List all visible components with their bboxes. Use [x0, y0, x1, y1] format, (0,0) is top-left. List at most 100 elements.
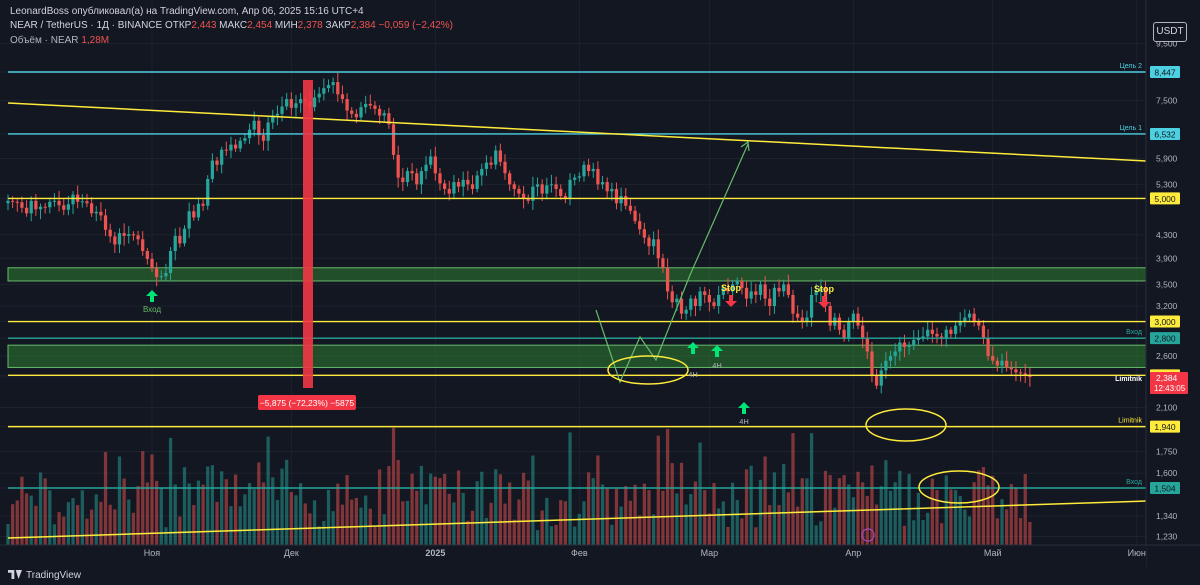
- candle-body-188: [879, 370, 883, 386]
- candle-body-96: [452, 182, 456, 194]
- h4-label-1: 4H: [688, 370, 698, 379]
- time-tick-3[interactable]: Фев: [571, 548, 588, 558]
- time-tick-5[interactable]: Апр: [845, 548, 861, 558]
- candle-body-163: [763, 284, 767, 299]
- candles: [6, 72, 1032, 394]
- support-zone-0: [7, 267, 1147, 282]
- time-tick-0[interactable]: Ноя: [144, 548, 161, 558]
- drawdown-bar[interactable]: [303, 80, 313, 388]
- candle-body-11: [57, 200, 61, 206]
- candle-body-187: [874, 375, 879, 386]
- candle-body-108: [508, 173, 512, 185]
- time-axis[interactable]: Ноя Дек 2025 Фев Мар Апр Май Июн: [0, 544, 1200, 567]
- support-zone-1: [7, 344, 1147, 368]
- drawings[interactable]: [7, 80, 1147, 539]
- volume-bar-24: [117, 456, 122, 545]
- candle-body-111: [521, 193, 526, 199]
- currency-button[interactable]: USDT: [1153, 22, 1187, 42]
- candle-body-89: [419, 171, 424, 185]
- volume-label[interactable]: Объём · NEAR: [10, 35, 79, 46]
- level-note-7: Вход: [1126, 479, 1142, 486]
- last-price-label: 2,384: [1156, 373, 1178, 383]
- volume-bar-83: [391, 427, 396, 545]
- price-tick-13: 2,600: [1156, 351, 1178, 361]
- candle-body-151: [707, 294, 712, 303]
- volume-bar-125: [586, 472, 591, 545]
- ohlc-open-key: ОТКР: [164, 20, 192, 31]
- volume-bar-165: [772, 472, 777, 545]
- candle-body-41: [196, 203, 201, 218]
- candle-body-97: [456, 182, 461, 187]
- candle-body-214: [1000, 360, 1004, 366]
- candle-body-42: [201, 203, 205, 206]
- candle-body-190: [888, 356, 893, 361]
- volume-bar-191: [893, 482, 897, 545]
- candle-body-0: [6, 200, 10, 204]
- volume-bar-143: [670, 463, 674, 545]
- candle-body-20: [99, 211, 103, 216]
- candle-body-38: [182, 228, 187, 244]
- candle-body-45: [215, 160, 219, 165]
- volume-bar-198: [926, 512, 930, 545]
- volume-bar-66: [312, 500, 317, 545]
- volume-bar-211: [986, 485, 990, 545]
- candle-body-53: [252, 120, 256, 130]
- volume-bar-109: [512, 519, 516, 545]
- candle-body-63: [299, 99, 303, 104]
- candle-body-142: [665, 267, 670, 292]
- price-axis[interactable]: 9,500 8,447 7,500 6,532 5,900 5,300 5,000 4,300…: [1145, 0, 1200, 567]
- candle-body-146: [684, 309, 688, 314]
- candle-body-133: [624, 196, 628, 206]
- horizontal-levels[interactable]: [8, 71, 1146, 489]
- candle-body-158: [740, 280, 744, 288]
- volume-bar-194: [907, 473, 911, 545]
- symbol-text[interactable]: NEAR / TetherUS · 1Д · BINANCE: [10, 20, 163, 31]
- uptrend-line[interactable]: [7, 500, 1147, 539]
- candle-body-198: [926, 329, 930, 337]
- target-ellipse-1[interactable]: [607, 355, 689, 385]
- target-ellipse-2[interactable]: [865, 408, 947, 442]
- candle-body-62: [294, 103, 298, 108]
- price-tick-22: 1,230: [1156, 531, 1178, 541]
- volume-bar-141: [661, 490, 665, 545]
- volume-bar-57: [271, 477, 275, 545]
- time-tick-4[interactable]: Мар: [701, 548, 719, 558]
- volume-bar-170: [796, 506, 800, 545]
- projection-path[interactable]: [595, 143, 749, 384]
- volume-bar-98: [461, 492, 465, 545]
- time-tick-6[interactable]: Май: [984, 548, 1002, 558]
- volume-bar-131: [614, 488, 619, 545]
- candle-body-192: [898, 342, 902, 352]
- volume-bar-202: [944, 475, 948, 545]
- candle-body-139: [652, 239, 656, 247]
- candle-body-24: [117, 233, 122, 245]
- volume-bar-155: [726, 526, 730, 545]
- candle-body-216: [1009, 367, 1013, 370]
- volume-bar-168: [786, 492, 790, 545]
- target-ellipse-3[interactable]: [918, 470, 1000, 504]
- candle-body-93: [438, 173, 442, 184]
- candle-body-211: [986, 338, 990, 357]
- volume-bar-118: [554, 524, 558, 545]
- tradingview-logo[interactable]: TradingView: [8, 570, 81, 581]
- time-tick-1[interactable]: Дек: [284, 548, 299, 558]
- downtrend-line[interactable]: [7, 102, 1147, 162]
- time-tick-7[interactable]: Июн: [1128, 548, 1146, 558]
- volume-bar-0: [6, 524, 10, 545]
- time-tick-2[interactable]: 2025: [425, 548, 445, 558]
- volume-bar-148: [693, 481, 698, 545]
- candle-body-21: [103, 215, 108, 230]
- candle-body-86: [405, 171, 410, 183]
- volume-bar-192: [898, 470, 902, 545]
- candle-body-19: [94, 211, 98, 214]
- candle-body-90: [424, 164, 428, 172]
- candle-body-161: [754, 291, 758, 295]
- price-tick-7: 4,300: [1156, 230, 1178, 240]
- ohlc-close-value: 2,384: [350, 20, 376, 31]
- candle-body-48: [229, 144, 233, 151]
- volume-bar-175: [819, 521, 823, 545]
- limitnik-label: Limitnik: [1115, 376, 1142, 383]
- volume-bar-217: [1014, 488, 1018, 545]
- candle-body-167: [782, 284, 786, 292]
